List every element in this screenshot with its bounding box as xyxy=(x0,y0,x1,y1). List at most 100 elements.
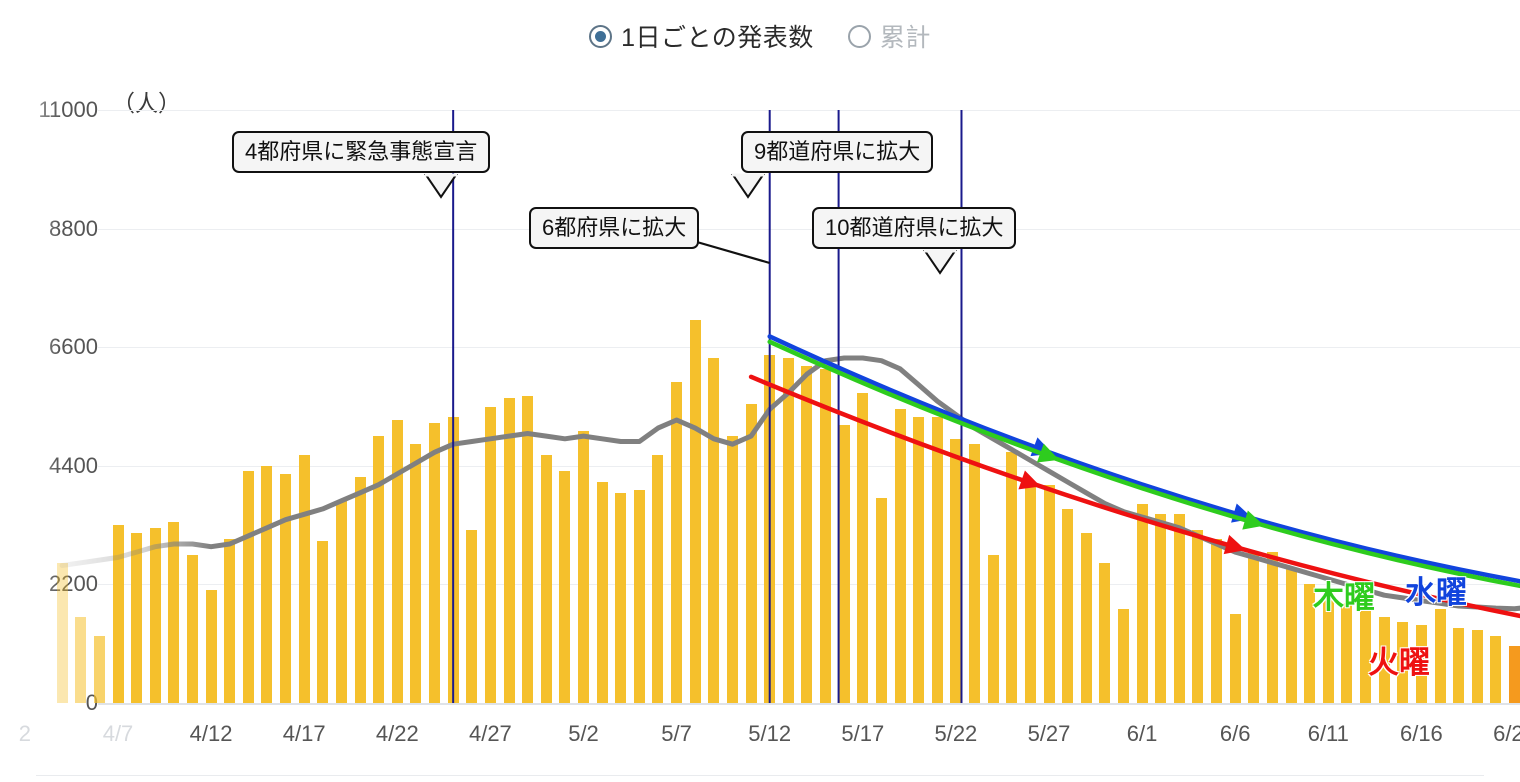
bar[interactable] xyxy=(615,492,627,703)
radio-unselected-icon[interactable] xyxy=(847,24,871,48)
bar[interactable] xyxy=(391,419,403,703)
bar[interactable] xyxy=(447,417,459,703)
radio-option-cumulative[interactable]: 累計 xyxy=(847,18,931,54)
bar[interactable] xyxy=(578,430,589,703)
bar[interactable] xyxy=(1490,635,1502,703)
bar[interactable] xyxy=(131,533,143,703)
radio-selected-icon[interactable] xyxy=(589,24,613,48)
x-axis-tick: 5/17 xyxy=(841,721,885,746)
bar[interactable] xyxy=(205,589,217,703)
bottom-divider xyxy=(36,775,1484,776)
bar[interactable] xyxy=(1136,503,1148,703)
bar[interactable] xyxy=(410,444,422,703)
bar[interactable] xyxy=(1173,514,1185,703)
bar[interactable] xyxy=(1285,568,1297,703)
bar[interactable] xyxy=(1415,624,1427,703)
bar[interactable] xyxy=(1378,616,1390,703)
bar[interactable] xyxy=(1322,595,1334,703)
bar[interactable] xyxy=(56,562,68,703)
bar[interactable] xyxy=(1453,627,1465,703)
bar[interactable] xyxy=(1341,603,1353,703)
bar[interactable] xyxy=(820,368,832,703)
bar[interactable] xyxy=(1062,508,1074,703)
bar[interactable] xyxy=(298,455,310,703)
bar[interactable] xyxy=(1024,481,1036,703)
bar[interactable] xyxy=(1397,622,1409,703)
bar[interactable] xyxy=(838,425,850,703)
bar[interactable] xyxy=(559,471,571,703)
x-axis-tick: 5/2 xyxy=(568,721,599,746)
weekday-trend-label: 火曜 xyxy=(1368,645,1430,680)
bar[interactable] xyxy=(335,500,347,703)
bar[interactable] xyxy=(671,382,683,703)
bar[interactable] xyxy=(354,476,366,703)
bar[interactable] xyxy=(1117,608,1129,703)
bar[interactable] xyxy=(689,320,701,703)
bar[interactable] xyxy=(1248,552,1260,703)
bar[interactable] xyxy=(429,422,441,703)
bar[interactable] xyxy=(875,498,887,703)
bar[interactable] xyxy=(801,366,813,703)
bar[interactable] xyxy=(280,473,292,703)
bar[interactable] xyxy=(466,530,478,703)
radio-option-daily[interactable]: 1日ごとの発表数 xyxy=(589,18,814,54)
bar[interactable] xyxy=(317,541,329,703)
x-axis-tick: 6/16 xyxy=(1399,721,1443,746)
bar[interactable] xyxy=(745,403,757,703)
gridline xyxy=(98,347,1520,349)
bar[interactable] xyxy=(1155,514,1167,703)
bar[interactable] xyxy=(1471,630,1483,703)
bar[interactable] xyxy=(484,406,496,703)
y-axis-unit-label: （人） xyxy=(112,90,181,116)
bar[interactable] xyxy=(1211,538,1223,703)
x-axis-tick: 5/27 xyxy=(1027,721,1071,746)
bar[interactable] xyxy=(931,417,943,703)
bar[interactable] xyxy=(1080,533,1092,703)
bar[interactable] xyxy=(168,522,180,703)
bar[interactable] xyxy=(1043,484,1055,703)
bar[interactable] xyxy=(764,355,776,703)
gridline xyxy=(98,228,1520,230)
bar[interactable] xyxy=(1304,584,1316,703)
bar[interactable] xyxy=(540,455,552,703)
bar[interactable] xyxy=(782,357,794,703)
bar[interactable] xyxy=(987,554,999,703)
bar[interactable] xyxy=(149,527,161,703)
bar[interactable] xyxy=(969,444,981,703)
bar[interactable] xyxy=(1192,530,1204,703)
bar[interactable] xyxy=(242,471,254,703)
bar[interactable] xyxy=(75,616,87,703)
bar[interactable] xyxy=(112,525,124,703)
bar[interactable] xyxy=(1266,552,1278,703)
bar[interactable] xyxy=(261,465,273,703)
bar[interactable] xyxy=(1099,562,1111,703)
x-axis-tick: 4/17 xyxy=(282,721,326,746)
bar[interactable] xyxy=(950,438,962,703)
bar[interactable] xyxy=(1006,452,1018,703)
bar[interactable] xyxy=(913,417,925,703)
left-edge-fade xyxy=(0,70,60,782)
bar[interactable] xyxy=(1434,608,1446,703)
x-axis-tick: 2 xyxy=(18,721,32,746)
bar[interactable] xyxy=(503,398,515,703)
bar[interactable] xyxy=(1229,614,1241,703)
x-axis-tick: 4/12 xyxy=(189,721,233,746)
bar[interactable] xyxy=(708,357,720,703)
bar[interactable] xyxy=(1360,611,1372,703)
bar[interactable] xyxy=(857,393,869,703)
x-axis-tick: 6/1 xyxy=(1126,721,1158,746)
bar[interactable] xyxy=(1509,646,1520,703)
bar[interactable] xyxy=(224,538,236,703)
bar[interactable] xyxy=(93,635,105,703)
annotation-callout: 6都府県に拡大 xyxy=(529,207,700,249)
bar[interactable] xyxy=(522,395,534,703)
bar[interactable] xyxy=(652,455,664,703)
bar[interactable] xyxy=(373,436,385,703)
bar[interactable] xyxy=(186,554,198,703)
bar[interactable] xyxy=(596,481,608,703)
gridline xyxy=(98,110,1520,111)
bar[interactable] xyxy=(633,490,645,703)
bar[interactable] xyxy=(726,436,738,703)
bar[interactable] xyxy=(894,409,906,703)
